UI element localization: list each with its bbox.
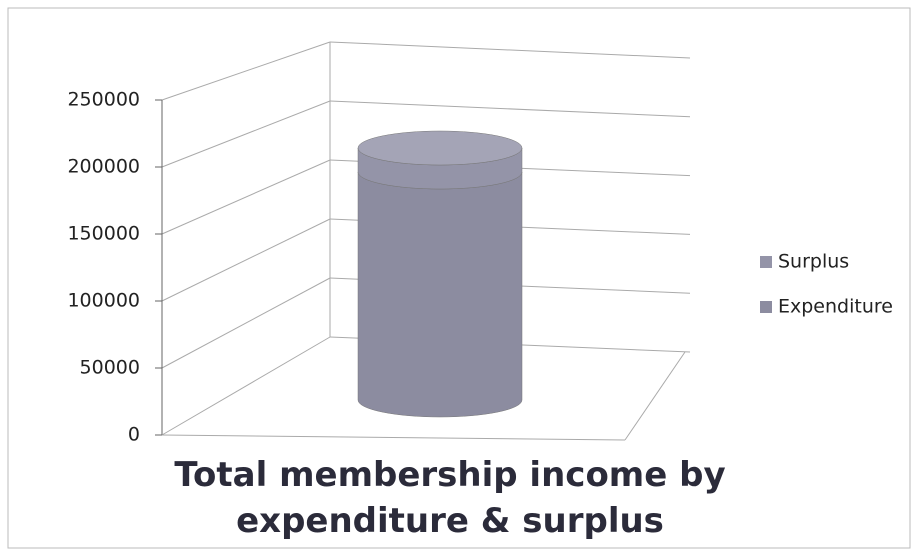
y-tick-label: 50000	[80, 357, 140, 379]
floor-edge	[161, 434, 626, 441]
grid-line	[329, 100, 691, 118]
y-tick-label: 0	[128, 424, 140, 446]
legend-swatch	[760, 301, 772, 313]
grid-line	[161, 277, 331, 369]
grid-line	[161, 218, 331, 302]
legend-label: Expenditure	[778, 296, 893, 318]
y-tick-label: 150000	[67, 223, 140, 245]
y-tick-label: 250000	[67, 89, 140, 111]
grid-line	[161, 336, 331, 436]
floor-edge	[624, 351, 686, 441]
y-tick-label: 100000	[67, 290, 140, 312]
frame	[7, 7, 911, 549]
cylinder-top	[357, 130, 523, 166]
legend-label: Surplus	[778, 251, 849, 273]
y-tick-label: 200000	[67, 156, 140, 178]
cylinder-segment	[357, 171, 523, 418]
grid-line	[329, 41, 691, 59]
legend-swatch	[760, 256, 772, 268]
grid-line	[161, 159, 331, 235]
chart-title: Total membership income by expenditure &…	[174, 455, 726, 541]
grid-line	[161, 41, 331, 101]
grid-line	[161, 100, 331, 168]
